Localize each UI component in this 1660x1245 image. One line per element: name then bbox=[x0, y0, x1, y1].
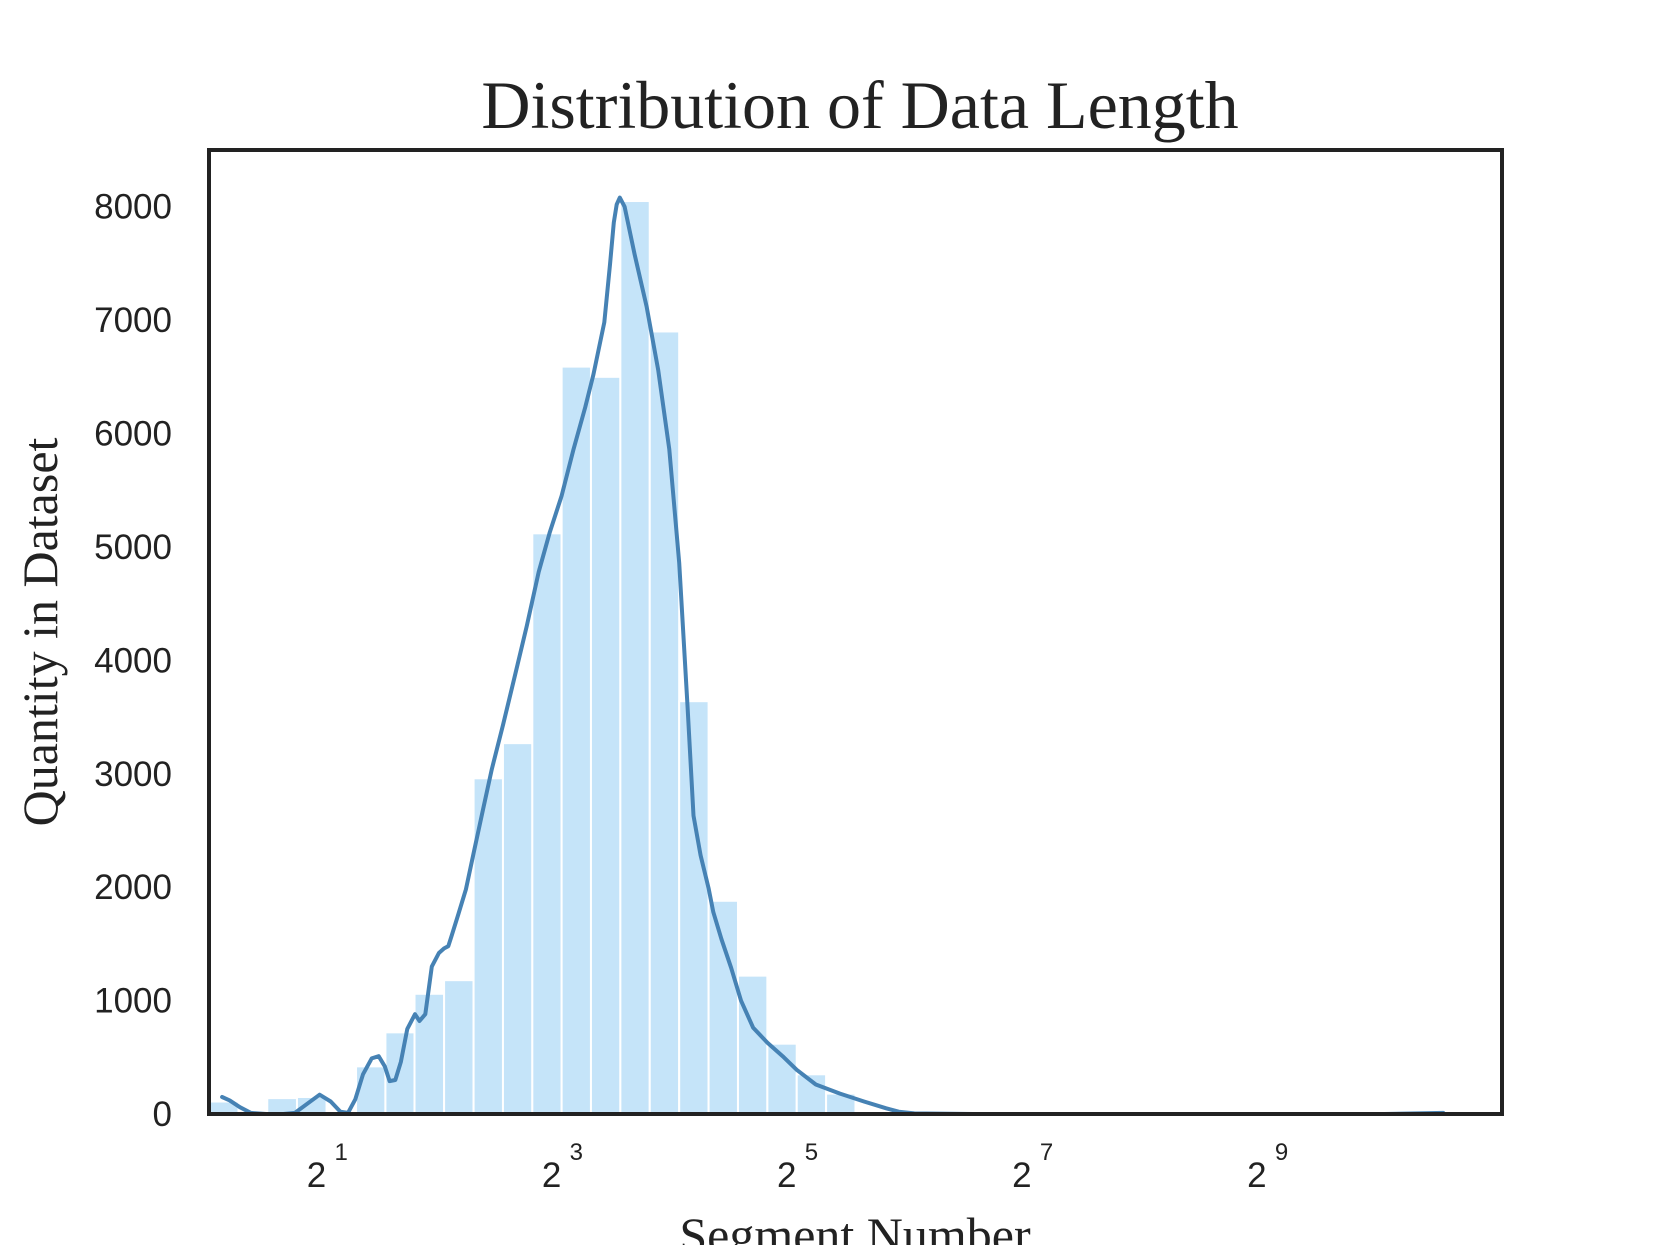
x-tick-exponent: 3 bbox=[570, 1139, 583, 1166]
y-tick-label: 1000 bbox=[94, 982, 172, 1021]
histogram-bar bbox=[531, 532, 563, 1115]
chart-title: Distribution of Data Length bbox=[481, 67, 1238, 143]
histogram-bars bbox=[208, 200, 857, 1116]
x-tick-label: 2 bbox=[777, 1156, 796, 1195]
histogram-bar bbox=[707, 899, 739, 1115]
histogram-bar bbox=[678, 700, 710, 1115]
kde-curve bbox=[220, 195, 1446, 1116]
y-tick-label: 2000 bbox=[94, 868, 172, 907]
x-tick-exponent: 7 bbox=[1040, 1139, 1053, 1166]
x-tick-label: 2 bbox=[1012, 1156, 1031, 1195]
y-tick-label: 6000 bbox=[94, 415, 172, 454]
histogram-bar bbox=[648, 330, 681, 1116]
y-axis-label: Quantity in Dataset bbox=[12, 437, 68, 826]
histogram-bar bbox=[413, 992, 446, 1115]
x-tick-exponent: 9 bbox=[1275, 1139, 1288, 1166]
plot-frame bbox=[207, 148, 1504, 1116]
x-tick-exponent: 1 bbox=[335, 1139, 348, 1166]
histogram-bar bbox=[589, 375, 622, 1115]
y-tick-label: 8000 bbox=[94, 188, 172, 227]
histogram-bar bbox=[501, 742, 534, 1116]
y-tick-label: 3000 bbox=[94, 755, 172, 794]
histogram-bar bbox=[443, 979, 475, 1116]
histogram-bar bbox=[736, 974, 769, 1115]
x-tick-label: 2 bbox=[307, 1156, 326, 1195]
y-tick-label: 7000 bbox=[94, 301, 172, 340]
x-axis-label: Segment Number bbox=[679, 1207, 1031, 1245]
y-tick-label: 0 bbox=[153, 1095, 172, 1134]
x-tick-label: 2 bbox=[1247, 1156, 1266, 1195]
histogram-bar bbox=[619, 200, 651, 1116]
y-axis-ticks: 0 1000 2000 3000 4000 5000 6000 7000 8000 bbox=[94, 188, 172, 1134]
y-tick-label: 4000 bbox=[94, 641, 172, 680]
x-tick-label: 2 bbox=[542, 1156, 561, 1195]
x-tick-exponent: 5 bbox=[805, 1139, 818, 1166]
histogram-bar bbox=[355, 1065, 387, 1116]
histogram-bar bbox=[384, 1031, 416, 1115]
y-tick-label: 5000 bbox=[94, 528, 172, 567]
